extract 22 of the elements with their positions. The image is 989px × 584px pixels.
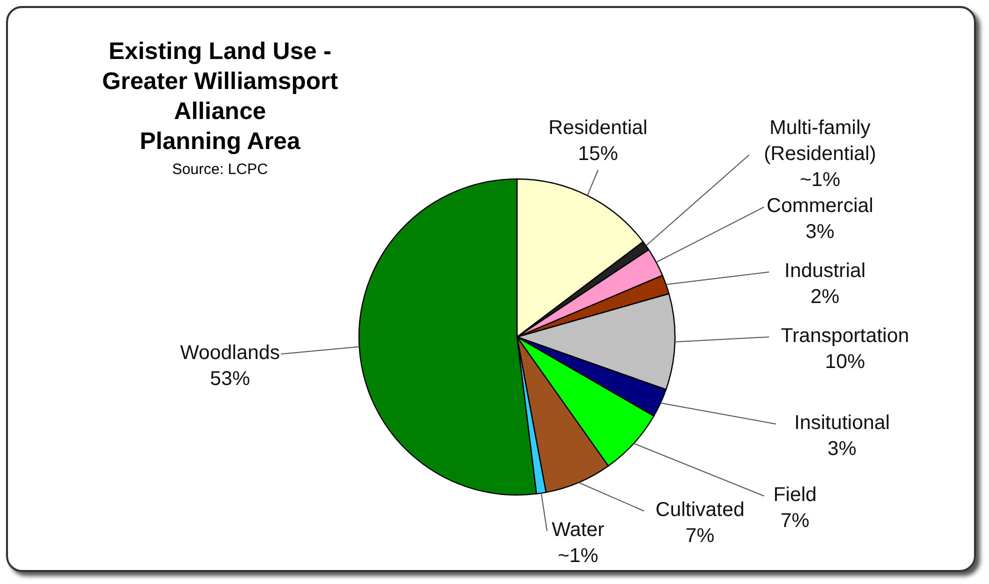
slice-label: Cultivated xyxy=(656,499,744,521)
data-label: 15% xyxy=(578,143,618,165)
slice-label: Woodlands xyxy=(180,342,280,364)
data-label: ~1% xyxy=(800,169,841,191)
data-label: 2% xyxy=(810,286,840,308)
data-label: 10% xyxy=(824,351,866,373)
data-label: 7% xyxy=(780,510,810,532)
slice-label: Water xyxy=(552,519,605,541)
slice-label: Insitutional xyxy=(794,412,890,434)
slice-label: Transportation xyxy=(780,325,910,347)
chart-title: Existing Land Use - Greater Williamsport Alliance Planning Area xyxy=(102,38,338,155)
data-label: ~1% xyxy=(558,545,599,567)
slice-label: Commercial xyxy=(766,195,874,217)
data-label: 53% xyxy=(210,368,250,390)
data-label: 3% xyxy=(806,221,835,243)
slice-label: Residential xyxy=(548,117,648,139)
data-label: 7% xyxy=(686,525,715,547)
slice-label: Field xyxy=(773,484,817,506)
slice-label: Multi-family (Residential) xyxy=(764,117,876,165)
source-note: Source: LCPC xyxy=(172,161,268,178)
data-label: 3% xyxy=(828,438,857,460)
slice-label: Industrial xyxy=(784,260,866,282)
